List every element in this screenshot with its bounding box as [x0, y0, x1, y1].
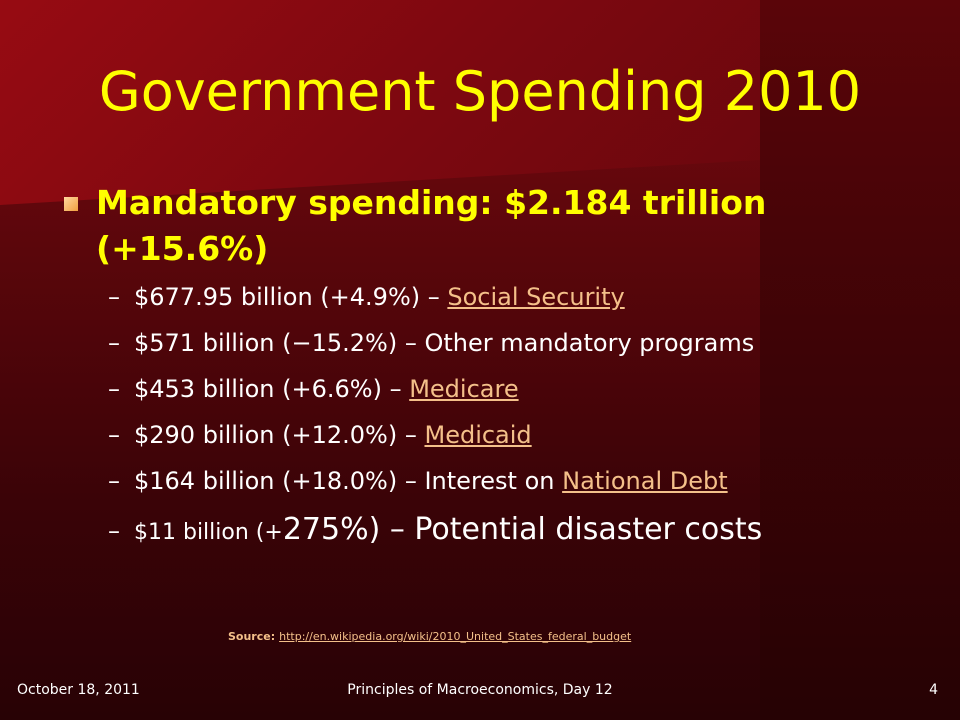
list-item: – $677.95 billion (+4.9%) – Social Securi…: [108, 282, 938, 328]
list-item: – $571 billion (−15.2%) – Other mandatory…: [108, 328, 938, 374]
item-text: $571 billion (−15.2%) – Other mandatory …: [134, 329, 755, 357]
national-debt-link[interactable]: National Debt: [562, 467, 728, 495]
item-text: $677.95 billion (+4.9%) –: [134, 283, 448, 311]
source-label: Source:: [228, 630, 276, 643]
list-item: – $290 billion (+12.0%) – Medicaid: [108, 420, 938, 466]
background-panel-right: [760, 0, 960, 720]
list-item: – $164 billion (+18.0%) – Interest on Nat…: [108, 466, 938, 512]
dash-marker: –: [108, 283, 120, 311]
dash-marker: –: [108, 517, 120, 545]
item-text: $290 billion (+12.0%) –: [134, 421, 425, 449]
main-bullet: Mandatory spending: $2.184 trillion (+15…: [64, 180, 924, 272]
item-text: $453 billion (+6.6%) –: [134, 375, 410, 403]
medicaid-link[interactable]: Medicaid: [424, 421, 532, 449]
slide-number: 4: [929, 682, 938, 698]
list-item: – $11 billion (+275%) – Potential disaste…: [108, 512, 938, 566]
footer-date: October 18, 2011: [17, 682, 140, 698]
item-text-large: 275%) – Potential disaster costs: [282, 512, 763, 547]
source-citation: Source: http://en.wikipedia.org/wiki/2010…: [228, 630, 631, 643]
source-url-link[interactable]: http://en.wikipedia.org/wiki/2010_United…: [279, 630, 632, 643]
medicare-link[interactable]: Medicare: [409, 375, 519, 403]
dash-marker: –: [108, 329, 120, 357]
slide-title: Government Spending 2010: [98, 60, 862, 123]
sub-bullet-list: – $677.95 billion (+4.9%) – Social Securi…: [108, 282, 938, 566]
footer-course-title: Principles of Macroeconomics, Day 12: [347, 682, 613, 698]
item-text: $164 billion (+18.0%) – Interest on: [134, 467, 563, 495]
dash-marker: –: [108, 375, 120, 403]
list-item: – $453 billion (+6.6%) – Medicare: [108, 374, 938, 420]
square-bullet-icon: [64, 197, 78, 211]
dash-marker: –: [108, 467, 120, 495]
item-text-small: $11 billion (+: [134, 520, 283, 545]
main-bullet-text: Mandatory spending: $2.184 trillion (+15…: [96, 183, 767, 268]
dash-marker: –: [108, 421, 120, 449]
social-security-link[interactable]: Social Security: [447, 283, 625, 311]
